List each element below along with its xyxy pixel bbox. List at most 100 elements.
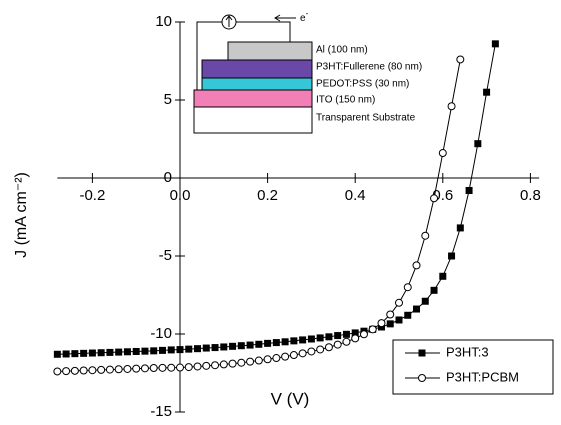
x-tick-label: 0.2 <box>257 187 278 204</box>
marker <box>194 345 202 353</box>
x-tick-label: 0.4 <box>345 187 366 204</box>
marker <box>246 341 254 349</box>
y-tick-label: 0 <box>164 169 172 186</box>
marker <box>359 330 368 339</box>
marker <box>53 350 61 358</box>
marker <box>290 337 298 345</box>
layer-al <box>227 41 313 61</box>
x-tick-label: 0.0 <box>170 187 191 204</box>
marker <box>254 356 263 365</box>
marker <box>299 336 307 344</box>
marker <box>132 364 141 373</box>
marker <box>448 252 456 260</box>
marker <box>430 194 439 203</box>
marker <box>105 365 114 374</box>
marker <box>185 345 193 353</box>
legend-label: P3HT:3 <box>446 344 489 359</box>
y-axis-label: J (mA cm⁻²) <box>13 172 30 258</box>
marker <box>106 348 114 356</box>
marker <box>272 339 280 347</box>
meter-arrow-head <box>225 15 233 21</box>
marker <box>368 325 377 334</box>
marker <box>97 349 105 357</box>
marker <box>71 350 79 358</box>
marker <box>167 363 176 372</box>
electron-arrow-head <box>274 14 281 22</box>
y-tick-label: 5 <box>164 91 172 108</box>
layer-substrate <box>193 106 313 134</box>
legend-marker <box>418 349 426 357</box>
marker <box>202 344 210 352</box>
legend-marker <box>418 374 426 382</box>
layer-label: P3HT:Fullerene (80 nm) <box>316 62 422 73</box>
marker <box>351 334 360 343</box>
marker <box>386 310 395 319</box>
layer-label: Al (100 nm) <box>316 45 368 56</box>
marker <box>342 330 350 338</box>
marker <box>150 347 158 355</box>
marker <box>456 224 464 232</box>
marker <box>491 40 499 48</box>
marker <box>88 349 96 357</box>
marker <box>325 333 333 341</box>
marker <box>264 339 272 347</box>
legend-box <box>392 339 554 395</box>
layer-ito <box>193 89 313 108</box>
marker <box>447 102 456 111</box>
marker <box>132 347 140 355</box>
marker <box>342 337 351 346</box>
marker <box>456 55 465 64</box>
marker <box>158 346 166 354</box>
marker <box>438 149 447 158</box>
y-tick-label: -10 <box>150 325 172 342</box>
marker <box>88 366 97 375</box>
marker <box>413 305 421 313</box>
marker <box>316 345 325 354</box>
marker <box>333 340 342 349</box>
marker <box>158 363 167 372</box>
electron-label: e- <box>300 9 309 24</box>
marker <box>474 140 482 148</box>
marker <box>202 361 211 370</box>
marker <box>316 334 324 342</box>
y-tick-label: -5 <box>159 247 172 264</box>
marker <box>115 348 123 356</box>
marker <box>193 362 202 371</box>
legend-label: P3HT:PCBM <box>446 369 519 384</box>
marker <box>167 346 175 354</box>
marker <box>255 340 263 348</box>
marker <box>79 366 88 375</box>
marker <box>176 346 184 354</box>
marker <box>377 319 386 328</box>
marker <box>421 297 429 305</box>
marker <box>307 347 316 356</box>
marker <box>281 352 290 361</box>
marker <box>220 343 228 351</box>
marker <box>141 347 149 355</box>
marker <box>53 367 62 376</box>
marker <box>334 332 342 340</box>
marker <box>80 349 88 357</box>
x-tick-label: 0.8 <box>520 187 541 204</box>
marker <box>246 357 255 366</box>
marker <box>289 351 298 360</box>
x-tick-label: -0.2 <box>79 187 105 204</box>
layer-label: Transparent Substrate <box>316 113 416 124</box>
marker <box>483 88 491 96</box>
marker <box>272 354 281 363</box>
layer-label: ITO (150 nm) <box>316 95 375 106</box>
marker <box>298 349 307 358</box>
marker <box>228 359 237 368</box>
marker <box>351 329 359 337</box>
layer-pedot <box>201 77 313 91</box>
marker <box>403 283 412 292</box>
inset-device <box>193 14 313 134</box>
y-tick-label: 10 <box>155 13 172 30</box>
marker <box>386 320 394 328</box>
marker <box>412 261 421 270</box>
marker <box>465 186 473 194</box>
layer-active <box>201 59 313 79</box>
marker <box>140 364 149 373</box>
marker <box>62 350 70 358</box>
